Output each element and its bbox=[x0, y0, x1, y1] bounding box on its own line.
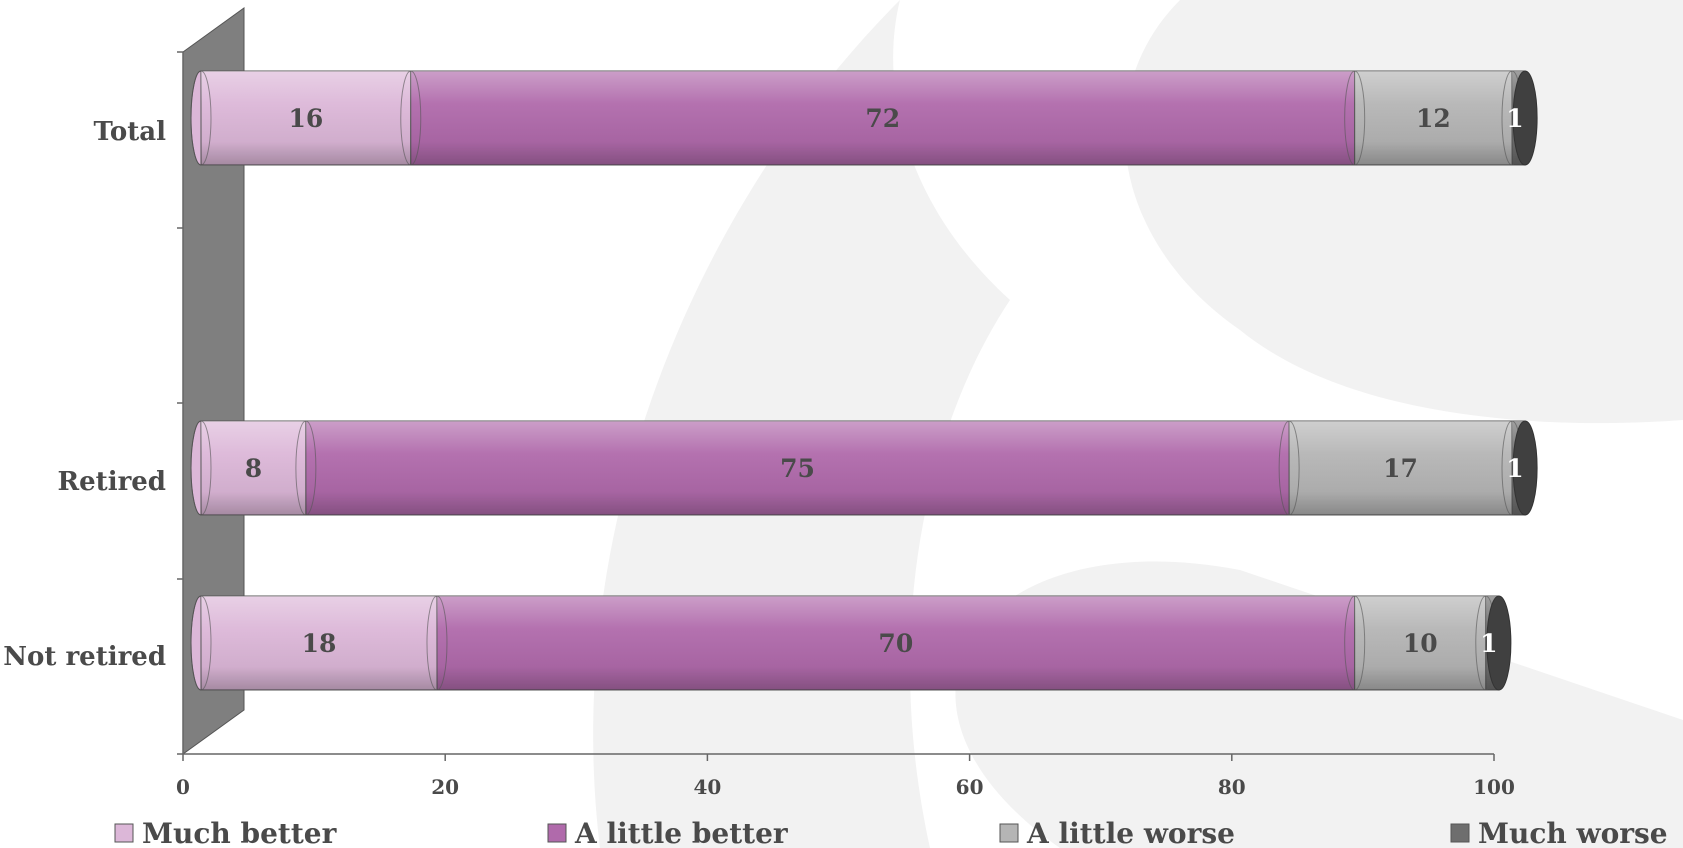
category-label-not-retired: Not retired bbox=[3, 642, 166, 672]
data-label: 17 bbox=[1383, 454, 1418, 483]
x-tick-label: 40 bbox=[693, 775, 721, 799]
data-label: 10 bbox=[1403, 629, 1438, 658]
bar-segment-shading bbox=[305, 421, 1290, 515]
data-label: 1 bbox=[1480, 629, 1497, 658]
bar-end-cap bbox=[1512, 420, 1538, 516]
segment-edge bbox=[190, 595, 212, 691]
segment-edge bbox=[190, 70, 212, 166]
legend-label: A little better bbox=[574, 817, 789, 848]
bar-segment-shading bbox=[1354, 596, 1486, 690]
x-tick-label: 0 bbox=[176, 775, 190, 799]
bar-group-retired: 8 75 17 1 bbox=[190, 420, 1538, 516]
legend-label: Much worse bbox=[1478, 817, 1668, 848]
segment-edge bbox=[190, 420, 212, 516]
legend-swatch bbox=[547, 823, 567, 843]
bar-group-not-retired: 18 70 10 1 bbox=[190, 595, 1512, 691]
data-label: 8 bbox=[245, 454, 262, 483]
legend-item-much-worse: Much worse bbox=[1450, 817, 1668, 848]
bar-end-cap bbox=[1512, 70, 1538, 166]
x-tick-label: 80 bbox=[1218, 775, 1246, 799]
bar-segment-shading bbox=[436, 596, 1355, 690]
legend-item-a-little-worse: A little worse bbox=[999, 817, 1235, 848]
plot-area: 0 20 40 60 80 100 16 72 12 18 75 17 118 70 10 1 TotalR… bbox=[3, 7, 1538, 799]
segment-edge bbox=[426, 595, 448, 691]
legend-item-a-little-better: A little better bbox=[547, 817, 789, 848]
segment-edge bbox=[400, 70, 422, 166]
data-label: 1 bbox=[1506, 454, 1523, 483]
legend-label: Much better bbox=[142, 817, 338, 848]
x-tick-label: 20 bbox=[431, 775, 459, 799]
bar-segment-shading bbox=[1289, 421, 1512, 515]
bar-segment-shading bbox=[201, 596, 437, 690]
bar-segment-shading bbox=[1354, 71, 1512, 165]
x-tick-label: 60 bbox=[956, 775, 984, 799]
segment-edge bbox=[1344, 70, 1366, 166]
bars: 16 72 12 18 75 17 118 70 10 1 bbox=[190, 70, 1538, 691]
category-labels: Total Retired Not retired bbox=[3, 117, 166, 672]
category-label-retired: Retired bbox=[58, 467, 166, 497]
data-label: 16 bbox=[288, 104, 323, 133]
bar-segment-shading bbox=[201, 71, 411, 165]
x-axis-ticks: 0 20 40 60 80 100 bbox=[176, 754, 1515, 799]
bar-segment-shading bbox=[410, 71, 1355, 165]
legend-item-much-better: Much better bbox=[114, 817, 338, 848]
data-label: 18 bbox=[302, 629, 337, 658]
bar-group-total: 16 72 12 1 bbox=[190, 70, 1538, 166]
legend-swatch bbox=[114, 823, 134, 843]
y-axis-ticks bbox=[177, 51, 183, 755]
segment-edge bbox=[1278, 420, 1300, 516]
legend: Much better A little better A little worse… bbox=[114, 817, 1668, 848]
legend-swatch bbox=[1450, 823, 1470, 843]
segment-edge bbox=[1344, 595, 1366, 691]
legend-label: A little worse bbox=[1026, 817, 1235, 848]
x-tick-label: 100 bbox=[1473, 775, 1515, 799]
data-label: 1 bbox=[1506, 104, 1523, 133]
data-label: 12 bbox=[1416, 104, 1451, 133]
legend-swatch bbox=[999, 823, 1019, 843]
bar-end-cap bbox=[1486, 595, 1512, 691]
category-label-total: Total bbox=[94, 117, 167, 147]
data-label: 72 bbox=[865, 104, 900, 133]
segment-edge bbox=[295, 420, 317, 516]
data-label: 70 bbox=[878, 629, 913, 658]
bar-segment-shading bbox=[201, 421, 306, 515]
data-label: 75 bbox=[780, 454, 815, 483]
